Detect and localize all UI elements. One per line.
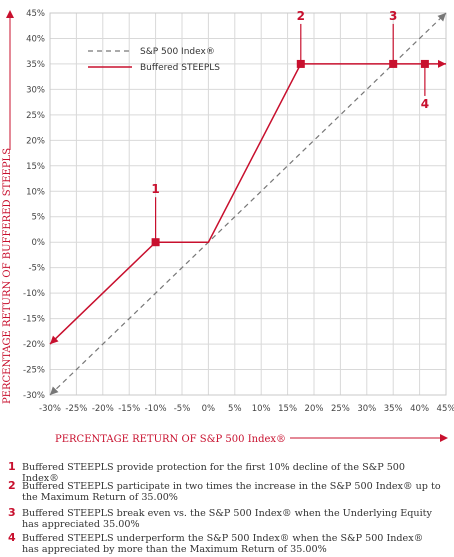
grid	[49, 12, 447, 396]
callout-3-number: 3	[389, 9, 397, 23]
series	[49, 12, 447, 396]
x-tick-label: -25%	[65, 404, 87, 414]
x-tick-label: -10%	[145, 404, 167, 414]
x-tick-label: 15%	[278, 404, 297, 414]
y-tick-label: 45%	[26, 9, 45, 19]
x-tick-label: -5%	[174, 404, 191, 414]
y-tick-label: 30%	[26, 85, 45, 95]
steepls-arrow-start	[50, 335, 59, 345]
y-tick-label: -20%	[23, 340, 45, 350]
marker-2	[296, 59, 305, 68]
x-tick-label: -30%	[39, 404, 61, 414]
y-tick-label: 35%	[26, 60, 45, 70]
markers: 1 2 3 4	[151, 9, 429, 247]
note-3: 3 Buffered STEEPLS break even vs. the S&…	[8, 507, 442, 530]
y-tick-label: 5%	[32, 213, 46, 223]
y-tick-label: -25%	[23, 366, 45, 376]
x-tick-label: 0%	[202, 404, 216, 414]
y-axis-arrowhead	[6, 10, 14, 18]
callout-1-number: 1	[151, 182, 159, 196]
legend-steepls-label: Buffered STEEPLS	[140, 63, 220, 73]
legend: S&P 500 Index® Buffered STEEPLS	[88, 47, 220, 73]
y-tick-label: -10%	[23, 289, 45, 299]
callout-2-number: 2	[297, 9, 305, 23]
sp500-arrow-start	[50, 386, 59, 395]
x-tick-label: -20%	[92, 404, 114, 414]
x-tick-label: 35%	[384, 404, 403, 414]
note-1-number: 1	[8, 460, 16, 473]
x-tick-label: 45%	[437, 404, 454, 414]
x-axis-title: PERCENTAGE RETURN OF S&P 500 Index®	[55, 434, 286, 445]
y-tick-label: 0%	[32, 238, 46, 248]
y-tick-label: 20%	[26, 136, 45, 146]
x-tick-label: 10%	[252, 404, 271, 414]
x-axis-arrowhead	[440, 434, 448, 442]
labels: PERCENTAGE RETURN OF S&P 500 Index® PERCE…	[2, 10, 448, 445]
x-tick-label: -15%	[118, 404, 140, 414]
legend-sp500-label: S&P 500 Index®	[140, 47, 215, 57]
x-tick-label: 40%	[410, 404, 429, 414]
y-tick-label: 40%	[26, 34, 45, 44]
note-2-number: 2	[8, 479, 16, 492]
x-tick-label: 20%	[305, 404, 324, 414]
marker-4	[420, 59, 429, 68]
steepls-series-line	[49, 63, 446, 345]
note-4: 4 Buffered STEEPLS underperform the S&P …	[8, 532, 442, 555]
note-1-text: Buffered STEEPLS provide protection for …	[22, 462, 406, 484]
marker-3	[389, 59, 398, 68]
note-3-text: Buffered STEEPLS break even vs. the S&P …	[22, 508, 432, 530]
axes: -30% -25% -20% -15% -10% -5% 0% 5% 10% 15% 20% 25% 3…	[23, 9, 454, 414]
steepls-arrow-end	[438, 59, 446, 68]
y-tick-label: 15%	[26, 162, 45, 172]
callout-4-number: 4	[421, 97, 429, 111]
note-4-number: 4	[8, 531, 16, 544]
x-tick-label: 5%	[228, 404, 242, 414]
y-tick-label: -30%	[23, 391, 45, 401]
y-tick-label: 25%	[26, 111, 45, 121]
y-tick-label: -15%	[23, 315, 45, 325]
sp500-series-line	[49, 12, 447, 396]
y-tick-label: 10%	[26, 187, 45, 197]
sp500-arrow-end	[437, 13, 446, 22]
note-2-text: Buffered STEEPLS participate in two time…	[22, 481, 441, 503]
y-tick-label: -5%	[28, 264, 45, 274]
x-tick-label: 30%	[357, 404, 376, 414]
plot-frame	[49, 12, 447, 396]
note-4-text: Buffered STEEPLS underperform the S&P 50…	[22, 533, 424, 555]
note-3-number: 3	[8, 506, 16, 519]
note-2: 2 Buffered STEEPLS participate in two ti…	[8, 480, 442, 503]
x-tick-label: 25%	[331, 404, 350, 414]
y-axis-title: PERCENTAGE RETURN OF BUFFERED STEEPLS	[2, 148, 13, 404]
marker-1	[151, 238, 160, 247]
note-1: 1 Buffered STEEPLS provide protection fo…	[8, 461, 442, 484]
